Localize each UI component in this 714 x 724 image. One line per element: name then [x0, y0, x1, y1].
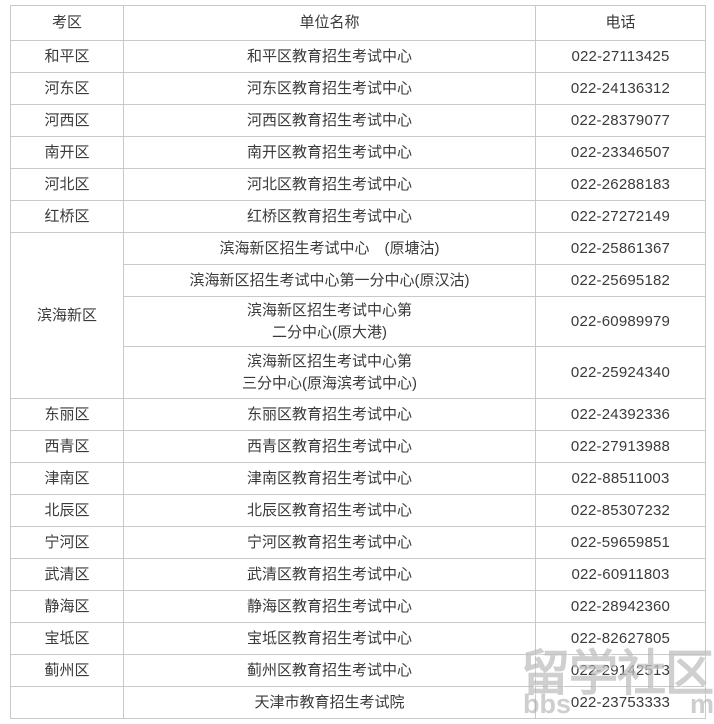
district-cell: 津南区	[10, 462, 124, 495]
table-row: 西青区 西青区教育招生考试中心 022-27913988	[10, 430, 706, 463]
district-cell: 河东区	[10, 72, 124, 105]
unit-cell: 蓟州区教育招生考试中心	[123, 654, 536, 687]
table-row: 宝坻区 宝坻区教育招生考试中心 022-82627805	[10, 622, 706, 655]
district-cell: 河北区	[10, 168, 124, 201]
phone-cell: 022-60989979	[535, 296, 706, 347]
phone-cell: 022-24392336	[535, 398, 706, 431]
table-row: 北辰区 北辰区教育招生考试中心 022-85307232	[10, 494, 706, 527]
header-district: 考区	[10, 5, 124, 41]
district-cell-empty	[10, 686, 124, 719]
phone-cell: 022-25924340	[535, 346, 706, 399]
table-row: 河北区 河北区教育招生考试中心 022-26288183	[10, 168, 706, 201]
table-row: 东丽区 东丽区教育招生考试中心 022-24392336	[10, 398, 706, 431]
district-cell: 和平区	[10, 40, 124, 73]
table-row-binhai: 滨海新区招生考试中心第一分中心(原汉沽) 022-25695182	[11, 264, 706, 297]
table-row: 津南区 津南区教育招生考试中心 022-88511003	[10, 462, 706, 495]
table-row-binhai: 滨海新区招生考试中心第 三分中心(原海滨考试中心) 022-25924340	[11, 346, 706, 399]
unit-cell: 北辰区教育招生考试中心	[123, 494, 536, 527]
district-cell: 宁河区	[10, 526, 124, 559]
unit-cell: 河东区教育招生考试中心	[123, 72, 536, 105]
unit-cell: 西青区教育招生考试中心	[123, 430, 536, 463]
table-row: 宁河区 宁河区教育招生考试中心 022-59659851	[10, 526, 706, 559]
unit-cell: 滨海新区招生考试中心第一分中心(原汉沽)	[123, 264, 536, 297]
phone-cell: 022-85307232	[535, 494, 706, 527]
unit-cell: 宝坻区教育招生考试中心	[123, 622, 536, 655]
unit-cell: 天津市教育招生考试院	[123, 686, 536, 719]
phone-cell: 022-27272149	[535, 200, 706, 233]
district-cell: 武清区	[10, 558, 124, 591]
unit-cell: 河北区教育招生考试中心	[123, 168, 536, 201]
district-cell: 河西区	[10, 104, 124, 137]
unit-cell: 宁河区教育招生考试中心	[123, 526, 536, 559]
phone-cell: 022-25861367	[535, 232, 706, 265]
phone-cell: 022-60911803	[535, 558, 706, 591]
table-row: 天津市教育招生考试院 022-23753333	[10, 686, 706, 719]
unit-cell: 滨海新区招生考试中心 (原塘沽)	[123, 232, 536, 265]
phone-cell: 022-25695182	[535, 264, 706, 297]
phone-cell: 022-29142513	[535, 654, 706, 687]
phone-cell: 022-27913988	[535, 430, 706, 463]
unit-cell: 滨海新区招生考试中心第 三分中心(原海滨考试中心)	[123, 346, 536, 399]
table-row: 红桥区 红桥区教育招生考试中心 022-27272149	[10, 200, 706, 233]
phone-cell: 022-23753333	[535, 686, 706, 719]
table-row: 静海区 静海区教育招生考试中心 022-28942360	[10, 590, 706, 623]
district-cell: 北辰区	[10, 494, 124, 527]
table-row: 河西区 河西区教育招生考试中心 022-28379077	[10, 104, 706, 137]
phone-cell: 022-28942360	[535, 590, 706, 623]
header-unit: 单位名称	[123, 5, 536, 41]
phone-cell: 022-28379077	[535, 104, 706, 137]
unit-cell: 红桥区教育招生考试中心	[123, 200, 536, 233]
district-cell: 蓟州区	[10, 654, 124, 687]
table-row: 河东区 河东区教育招生考试中心 022-24136312	[10, 72, 706, 105]
unit-cell: 河西区教育招生考试中心	[123, 104, 536, 137]
unit-cell: 武清区教育招生考试中心	[123, 558, 536, 591]
district-cell: 宝坻区	[10, 622, 124, 655]
header-phone: 电话	[535, 5, 706, 41]
phone-cell: 022-27113425	[535, 40, 706, 73]
header-row: 考区 单位名称 电话	[10, 5, 706, 41]
unit-cell: 滨海新区招生考试中心第 二分中心(原大港)	[123, 296, 536, 347]
unit-cell: 东丽区教育招生考试中心	[123, 398, 536, 431]
phone-cell: 022-82627805	[535, 622, 706, 655]
phone-cell: 022-59659851	[535, 526, 706, 559]
district-cell: 西青区	[10, 430, 124, 463]
phone-cell: 022-23346507	[535, 136, 706, 169]
phone-cell: 022-24136312	[535, 72, 706, 105]
unit-cell: 津南区教育招生考试中心	[123, 462, 536, 495]
table-row: 南开区 南开区教育招生考试中心 022-23346507	[10, 136, 706, 169]
phone-cell: 022-26288183	[535, 168, 706, 201]
table-row-binhai: 滨海新区 滨海新区招生考试中心 (原塘沽) 022-25861367	[10, 232, 706, 399]
phone-cell: 022-88511003	[535, 462, 706, 495]
district-cell-binhai: 滨海新区	[10, 232, 124, 399]
unit-cell: 静海区教育招生考试中心	[123, 590, 536, 623]
district-cell: 静海区	[10, 590, 124, 623]
table-row-binhai: 滨海新区招生考试中心第 二分中心(原大港) 022-60989979	[11, 296, 706, 347]
table-row: 武清区 武清区教育招生考试中心 022-60911803	[10, 558, 706, 591]
unit-cell: 和平区教育招生考试中心	[123, 40, 536, 73]
table-row: 和平区 和平区教育招生考试中心 022-27113425	[10, 40, 706, 73]
contact-table: 考区 单位名称 电话 和平区 和平区教育招生考试中心 022-27113425 …	[10, 5, 706, 719]
table-row: 蓟州区 蓟州区教育招生考试中心 022-29142513	[10, 654, 706, 687]
unit-cell: 南开区教育招生考试中心	[123, 136, 536, 169]
district-cell: 红桥区	[10, 200, 124, 233]
district-cell: 南开区	[10, 136, 124, 169]
district-cell: 东丽区	[10, 398, 124, 431]
